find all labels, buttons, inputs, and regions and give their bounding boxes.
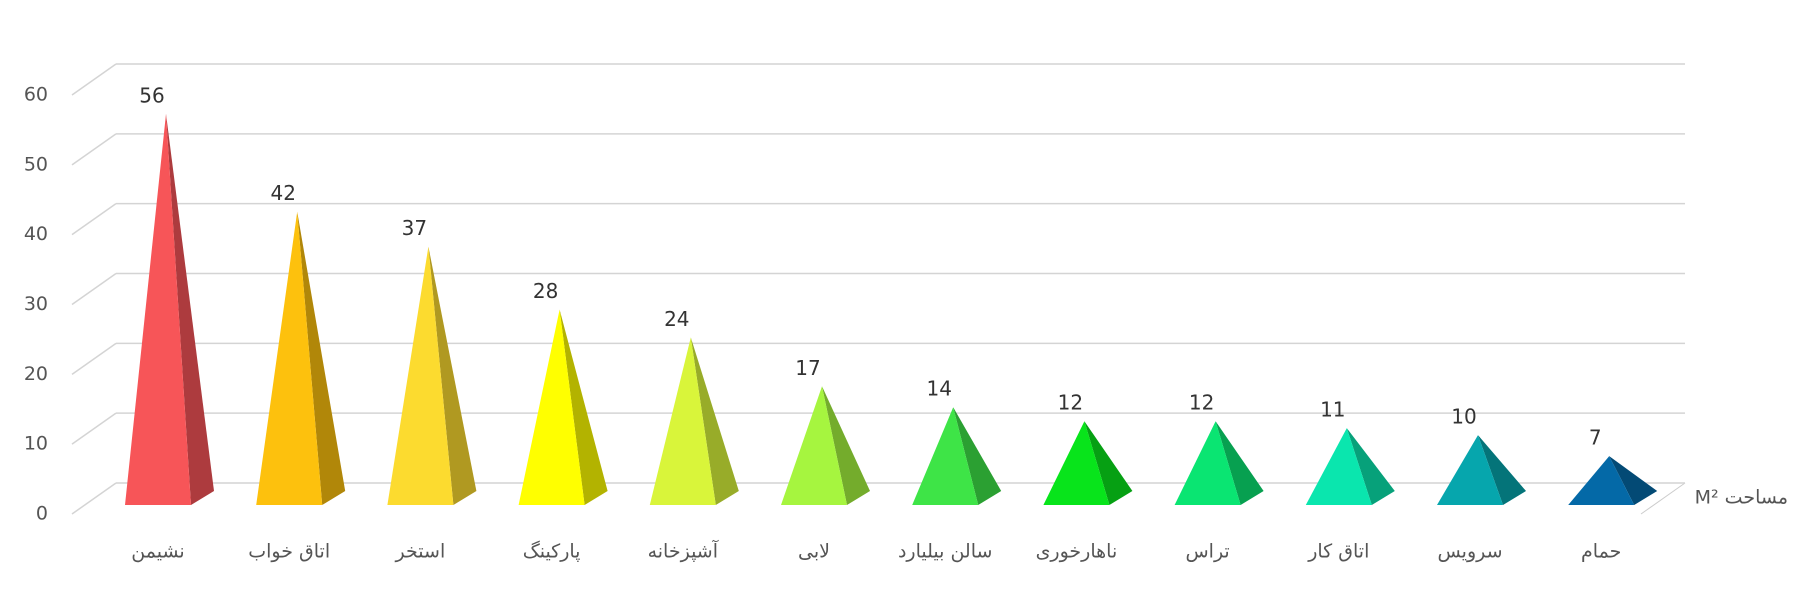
y-tick-label: 50	[24, 153, 48, 175]
x-tick-label: پارکینگ	[523, 541, 581, 563]
pyramid	[518, 309, 585, 505]
x-tick-label: لابی	[798, 541, 830, 563]
pyramid-side	[1215, 421, 1264, 505]
y-tick-label: 30	[24, 293, 48, 315]
pyramid	[125, 113, 191, 505]
grid: 0 10 20 30 40 50 60	[24, 63, 1686, 525]
x-tick-label: آشپزخانه	[648, 539, 719, 563]
pyramid-side	[690, 337, 739, 505]
y-tick-label: 0	[36, 503, 48, 525]
value-label: 12	[1189, 391, 1214, 415]
pyramid-side	[1609, 456, 1658, 505]
x-tick-label: اتاق خواب	[248, 541, 330, 563]
grid-line	[71, 342, 117, 375]
grid-line	[71, 63, 117, 96]
axis-label: مساحت M²	[1695, 487, 1788, 509]
y-tick-label: 60	[24, 84, 48, 106]
plot: 56 نشیمن 42 اتاق خواب 37 استخر 28 پارکینگ 24 آشپز…	[125, 83, 1658, 563]
x-tick-label: ناهارخوری	[1036, 541, 1118, 563]
value-label: 37	[402, 216, 427, 240]
value-label: 56	[139, 83, 164, 107]
x-tick-label: نشیمن	[131, 541, 184, 563]
x-tick-label: سالن بیلیارد	[898, 541, 992, 563]
value-label: 7	[1589, 426, 1602, 450]
pyramid	[1305, 428, 1372, 505]
grid-line	[71, 412, 117, 445]
x-tick-label: سرویس	[1437, 541, 1502, 563]
grid-line	[71, 482, 117, 515]
pyramid-side	[1084, 421, 1133, 505]
grid-line	[71, 272, 117, 306]
pyramid	[1174, 421, 1241, 505]
value-label: 12	[1058, 391, 1083, 415]
x-tick-label: تراس	[1185, 541, 1229, 563]
pyramid	[256, 211, 323, 505]
pyramid-side	[953, 407, 1002, 505]
pyramid	[912, 407, 979, 505]
value-label: 14	[926, 377, 951, 401]
y-tick-label: 40	[24, 223, 48, 245]
x-tick-label: استخر	[395, 541, 446, 563]
value-label: 42	[270, 181, 295, 205]
pyramid	[781, 386, 847, 505]
pyramid	[1437, 435, 1503, 505]
value-label: 11	[1320, 398, 1345, 422]
pyramid-side	[822, 386, 870, 505]
pyramid-side	[297, 211, 346, 505]
pyramid	[1568, 456, 1635, 505]
floor-edge	[1640, 482, 1686, 515]
pyramid-side	[428, 246, 477, 505]
value-label: 28	[533, 279, 558, 303]
pyramid-side	[1478, 435, 1526, 505]
x-tick-label: حمام	[1581, 541, 1621, 563]
y-tick-label: 20	[24, 363, 48, 385]
pyramid	[387, 246, 454, 505]
pyramid	[649, 337, 716, 505]
x-tick-label: اتاق کار	[1307, 541, 1369, 563]
value-label: 10	[1451, 405, 1476, 429]
pyramid-side	[166, 113, 214, 505]
y-tick-label: 10	[24, 433, 48, 455]
pyramid-side	[1346, 428, 1395, 505]
pyramid-side	[559, 309, 608, 505]
value-label: 17	[795, 356, 820, 380]
grid-line	[71, 133, 117, 166]
pyramid	[1043, 421, 1110, 505]
grid-line	[71, 203, 117, 236]
value-label: 24	[664, 307, 689, 331]
